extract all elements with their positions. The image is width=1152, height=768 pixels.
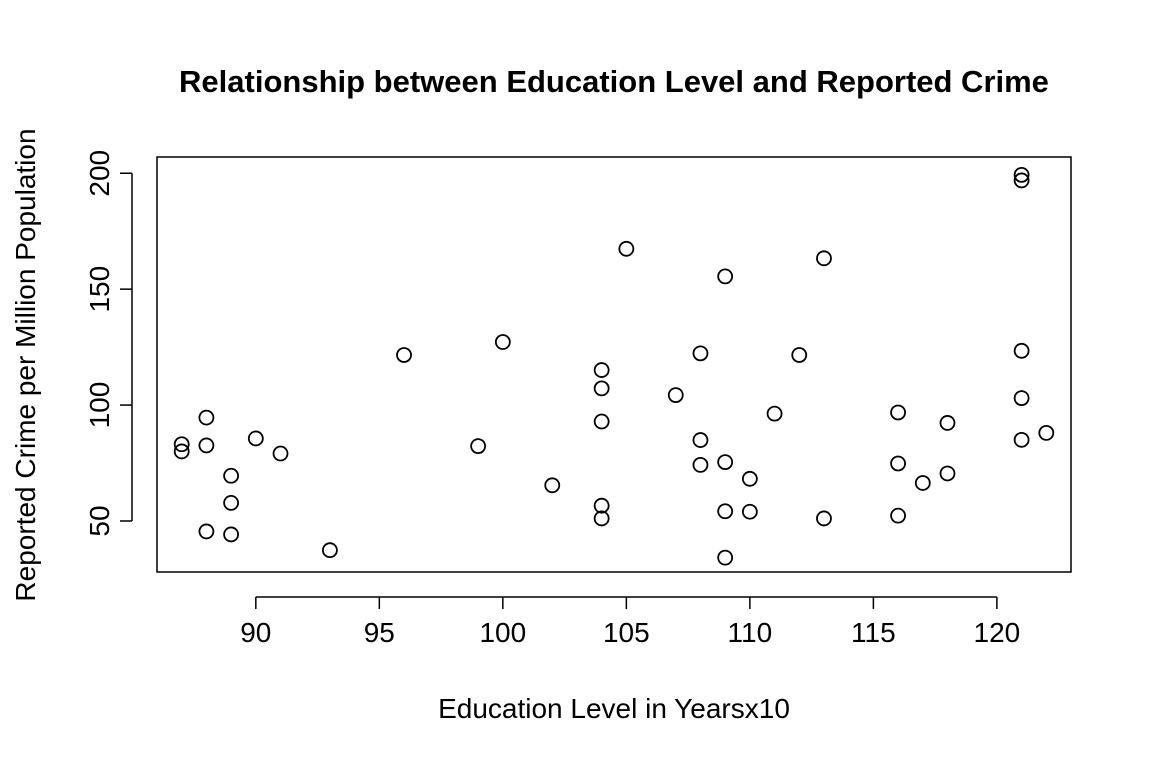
x-tick-label: 100 xyxy=(479,617,526,648)
data-point xyxy=(791,347,808,363)
data-point xyxy=(741,470,758,487)
data-point xyxy=(198,409,215,426)
data-point xyxy=(173,443,190,460)
x-tick-label: 110 xyxy=(728,617,773,648)
data-point xyxy=(741,503,758,520)
data-point xyxy=(1013,172,1030,189)
data-point xyxy=(494,334,511,350)
data-point xyxy=(939,415,956,431)
data-point xyxy=(1013,342,1030,359)
data-point xyxy=(544,477,561,494)
data-point xyxy=(890,455,906,472)
data-point xyxy=(1013,431,1030,448)
x-tick-label: 105 xyxy=(603,617,650,648)
data-point xyxy=(939,465,956,482)
data-point xyxy=(816,510,832,527)
data-point xyxy=(717,503,734,520)
data-point xyxy=(1013,390,1030,407)
data-point xyxy=(593,413,610,430)
data-point xyxy=(272,445,289,462)
y-tick-label: 50 xyxy=(84,505,115,536)
data-point xyxy=(692,456,709,473)
y-axis-label: Reported Crime per Million Population xyxy=(10,128,41,601)
data-point xyxy=(223,495,240,511)
data-point xyxy=(816,250,832,267)
data-point xyxy=(593,510,610,527)
data-point xyxy=(717,454,734,471)
data-point xyxy=(618,240,635,257)
data-point xyxy=(173,436,190,453)
data-point xyxy=(593,362,610,378)
data-point xyxy=(766,405,783,422)
y-tick-label: 150 xyxy=(84,266,115,313)
x-axis-label: Education Level in Yearsx10 xyxy=(438,693,790,724)
data-point xyxy=(692,432,709,448)
data-point xyxy=(247,430,264,447)
data-point xyxy=(890,404,906,421)
data-point xyxy=(223,526,240,543)
data-point xyxy=(667,387,684,404)
data-point xyxy=(223,467,240,484)
data-point xyxy=(198,437,215,454)
chart-title: Relationship between Education Level and… xyxy=(179,64,1049,99)
data-point xyxy=(890,507,906,524)
data-point xyxy=(1038,424,1055,441)
plot-frame xyxy=(156,156,1072,573)
data-point xyxy=(322,542,338,559)
y-tick-label: 200 xyxy=(84,150,115,197)
data-point xyxy=(914,475,931,491)
x-tick-label: 95 xyxy=(364,617,395,648)
x-tick-label: 90 xyxy=(240,617,271,648)
data-point xyxy=(470,438,487,455)
data-points xyxy=(173,166,1055,566)
data-point xyxy=(593,497,610,514)
data-point xyxy=(593,380,610,397)
data-point xyxy=(717,549,734,566)
x-tick-label: 115 xyxy=(851,617,896,648)
data-point xyxy=(198,523,215,540)
y-tick-label: 100 xyxy=(84,382,115,429)
data-point xyxy=(717,268,734,285)
data-point xyxy=(396,347,412,363)
x-tick-label: 120 xyxy=(974,617,1021,648)
y-axis: 50 100 150 200 xyxy=(84,150,133,537)
data-point xyxy=(1013,166,1030,183)
x-axis: 90 95 100 105 110 115 120 xyxy=(240,596,1021,648)
data-point xyxy=(692,345,709,362)
